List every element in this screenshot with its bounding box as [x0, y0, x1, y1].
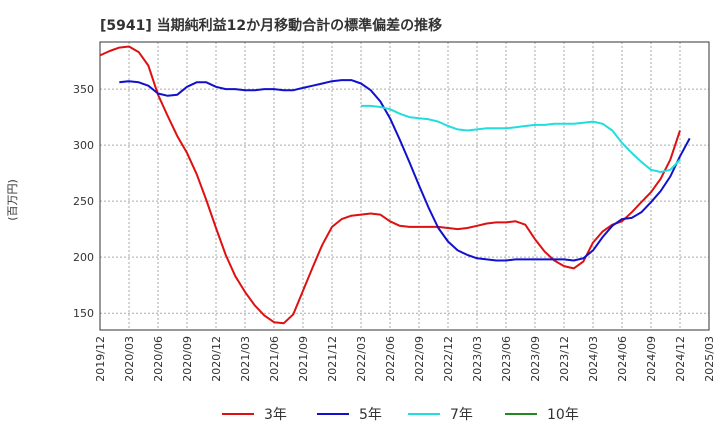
x-tick-label: 2024/09	[645, 336, 658, 382]
series-lines	[99, 45, 691, 325]
x-tick-label: 2024/03	[587, 336, 600, 382]
legend-label-3: 7年	[450, 407, 473, 423]
legend-label-1: 3年	[264, 407, 287, 423]
series-line-1	[99, 45, 681, 325]
x-tick-label: 2024/12	[674, 336, 687, 382]
chart-title: [5941] 当期純利益12か月移動合計の標準偏差の推移	[100, 17, 442, 34]
x-tick-label: 2023/09	[529, 336, 542, 382]
x-tick-label: 2022/12	[442, 336, 455, 382]
x-tick-label: 2020/06	[152, 336, 165, 382]
x-tick-label: 2022/09	[413, 336, 426, 382]
x-tick-label: 2023/12	[558, 336, 571, 382]
x-tick-label: 2022/06	[384, 336, 397, 382]
legend: 3年 5年 7年 10年	[222, 407, 579, 423]
x-tick-label: 2021/06	[268, 336, 281, 382]
x-tick-label: 2023/03	[471, 336, 484, 382]
series-line-2	[119, 79, 691, 262]
x-tick-label: 2021/12	[326, 336, 339, 382]
x-tick-label: 2020/09	[181, 336, 194, 382]
y-tick-label: 200	[73, 251, 94, 264]
x-tick-label: 2020/03	[123, 336, 136, 382]
y-tick-label: 300	[73, 139, 94, 152]
y-tick-label: 250	[73, 195, 94, 208]
legend-label-2: 5年	[359, 407, 382, 423]
x-tick-label: 2021/09	[297, 336, 310, 382]
x-axis: 2019/12 2020/03 2020/06 2020/09 2020/12 2021/…	[94, 336, 716, 382]
x-tick-label: 2021/03	[239, 336, 252, 382]
y-axis-label: (百万円)	[6, 179, 19, 221]
x-tick-label: 2023/06	[500, 336, 513, 382]
x-tick-label: 2024/06	[616, 336, 629, 382]
x-tick-label: 2022/03	[355, 336, 368, 382]
y-tick-label: 150	[73, 307, 94, 320]
y-tick-label: 350	[73, 83, 94, 96]
legend-label-4: 10年	[547, 407, 579, 423]
y-axis: 150 200 250 300 350	[73, 83, 94, 320]
x-tick-label: 2019/12	[94, 336, 107, 382]
x-tick-label: 2025/03	[703, 336, 716, 382]
series-line-3	[361, 104, 681, 173]
x-tick-label: 2020/12	[210, 336, 223, 382]
plot-frame	[99, 41, 710, 331]
